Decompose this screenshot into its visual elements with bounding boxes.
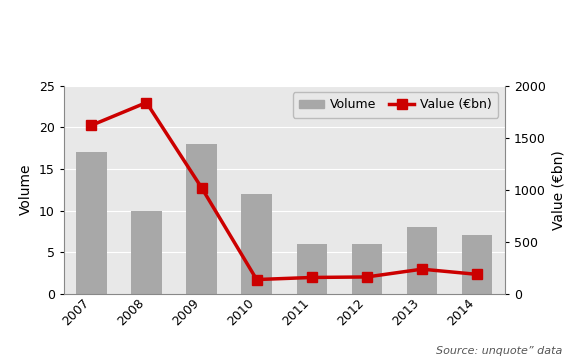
Y-axis label: Volume: Volume bbox=[19, 164, 33, 216]
Legend: Volume, Value (€bn): Volume, Value (€bn) bbox=[293, 92, 498, 118]
Bar bbox=[131, 211, 162, 294]
Bar bbox=[462, 236, 492, 294]
Text: Turnaround deals, 2007-2014: Turnaround deals, 2007-2014 bbox=[292, 19, 557, 37]
Bar bbox=[76, 153, 107, 294]
Y-axis label: Value (€bn): Value (€bn) bbox=[551, 150, 565, 229]
Bar bbox=[407, 227, 437, 294]
Bar bbox=[186, 144, 217, 294]
Text: Source: unquote” data: Source: unquote” data bbox=[436, 346, 563, 356]
Bar bbox=[241, 194, 272, 294]
Bar bbox=[351, 244, 382, 294]
Bar bbox=[296, 244, 327, 294]
